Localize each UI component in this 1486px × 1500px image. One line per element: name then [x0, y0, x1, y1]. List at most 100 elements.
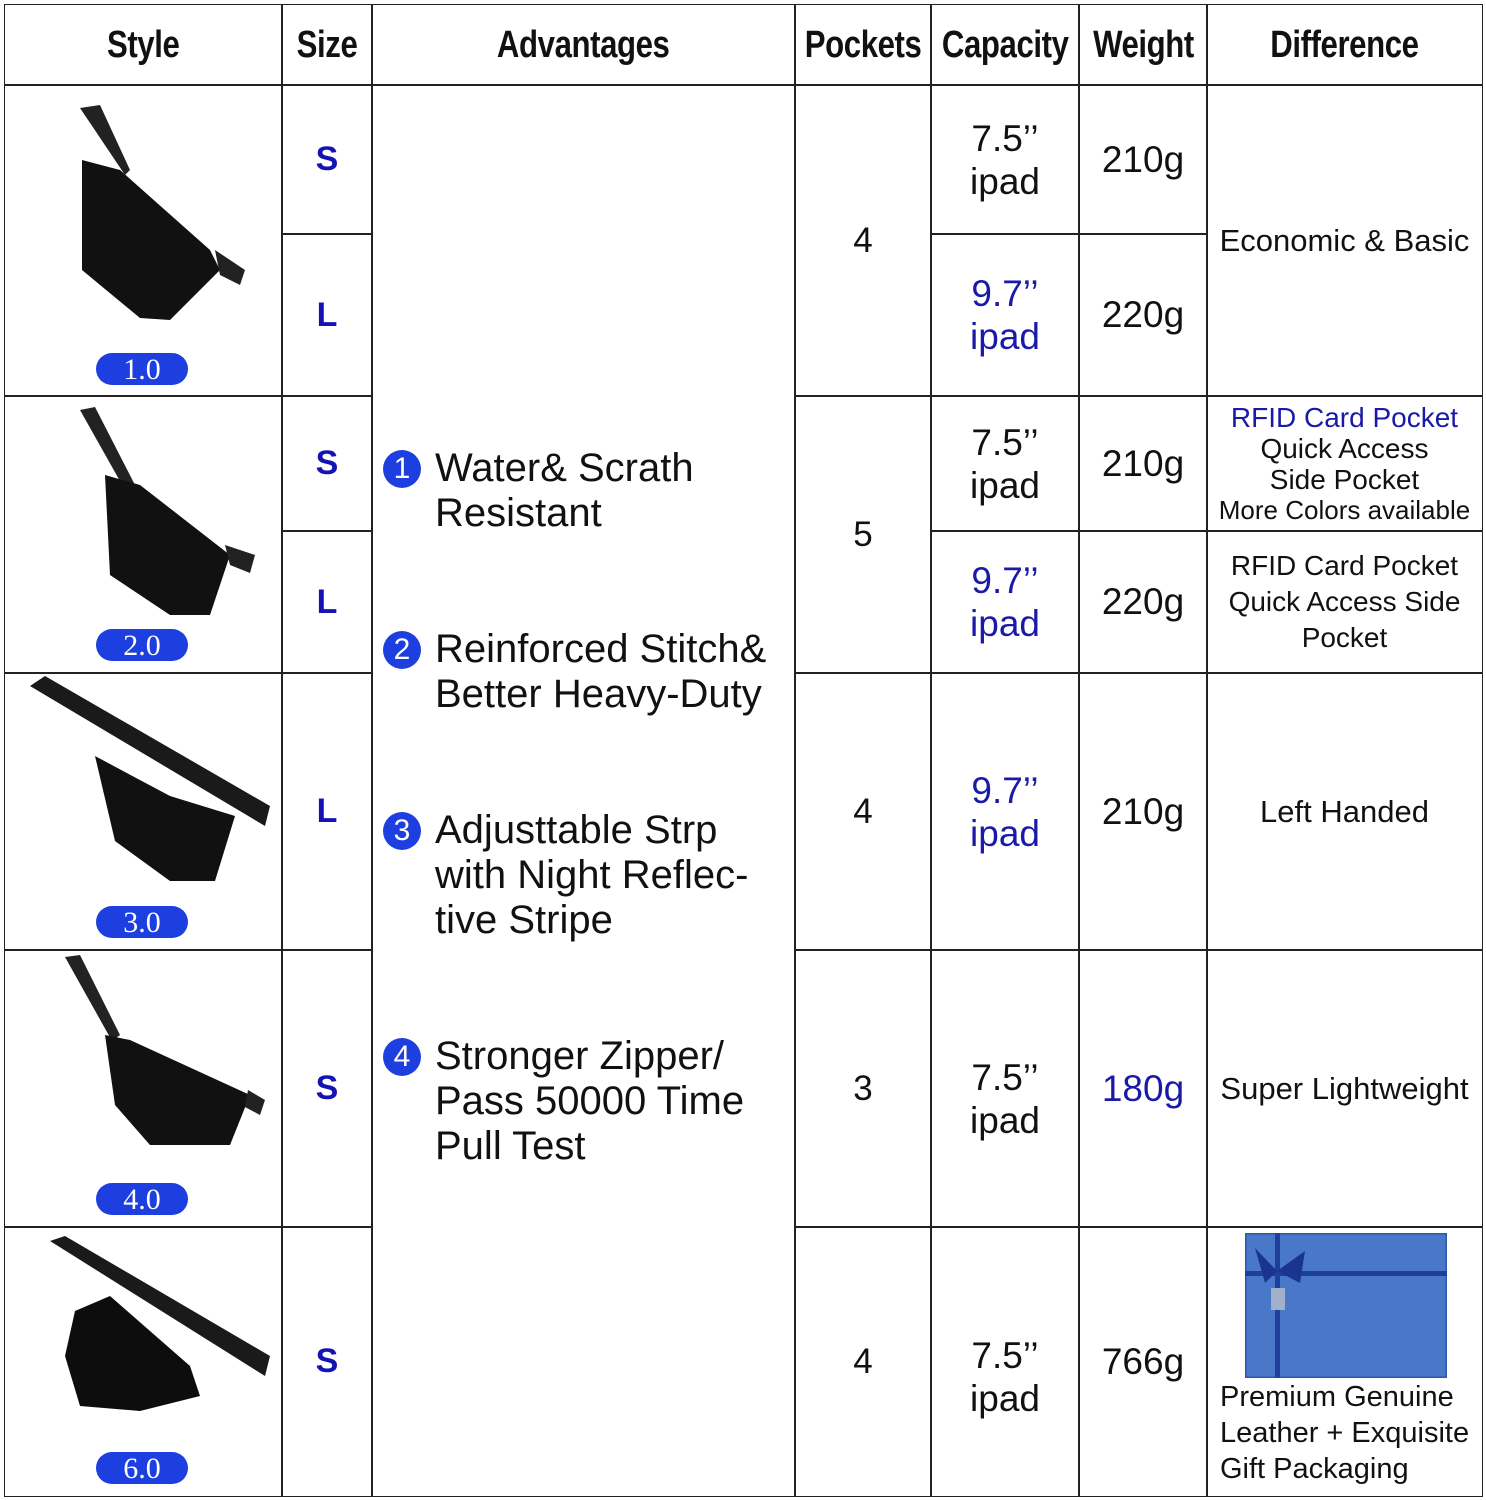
difference-cell: Premium Genuine Leather + Exquisite Gift P…	[1206, 1226, 1483, 1497]
difference-cell: Economic & Basic	[1206, 84, 1483, 397]
advantage-item: 1 Water& Scrath Resistant	[383, 446, 793, 536]
advantage-text: tive Stripe	[435, 898, 613, 942]
difference-line: Gift Packaging	[1220, 1453, 1409, 1485]
capacity-cell: 9.7’’ ipad	[930, 530, 1080, 674]
difference-line: RFID Card Pocket	[1230, 550, 1459, 581]
advantages-cell	[371, 84, 796, 1497]
advantage-item: 3 Adjusttable Strp with Night Reflec-tive …	[383, 808, 793, 943]
capacity-cell: 9.7’’ ipad	[930, 233, 1080, 397]
advantage-text: Water& Scrath	[435, 446, 694, 490]
capacity-device: ipad	[970, 603, 1040, 644]
number-badge-icon: 3	[383, 812, 421, 850]
header-weight: Weight	[1078, 4, 1208, 86]
weight-cell: 220g	[1078, 233, 1208, 397]
number-badge-icon: 2	[383, 631, 421, 669]
style-cell-4	[4, 949, 283, 1228]
advantage-text: Reinforced Stitch&	[435, 627, 767, 671]
header-label: Pockets	[804, 23, 922, 66]
advantage-text: Adjusttable Strp	[435, 808, 718, 852]
difference-line: Quick Access Side	[1228, 586, 1461, 617]
difference-line: Pocket	[1301, 622, 1388, 653]
header-label: Weight	[1092, 23, 1194, 66]
advantage-text: Pass 50000 Time	[435, 1079, 745, 1123]
capacity-device: ipad	[970, 812, 1040, 854]
size-cell: S	[281, 395, 373, 532]
bag-image-1	[80, 105, 245, 320]
capacity-device: ipad	[970, 1377, 1040, 1419]
capacity-cell: 7.5’’ ipad	[930, 84, 1080, 235]
header-label: Advantages	[497, 23, 670, 66]
difference-cell: Super Lightweight	[1206, 949, 1483, 1228]
weight-cell: 210g	[1078, 395, 1208, 532]
bag-image-5	[50, 1236, 270, 1411]
size-cell: L	[281, 672, 373, 951]
size-cell: S	[281, 1226, 373, 1497]
header-label: Difference	[1270, 23, 1419, 66]
pockets-cell: 5	[794, 395, 932, 674]
capacity-device: ipad	[970, 1099, 1040, 1141]
pockets-cell: 4	[794, 672, 932, 951]
capacity-size: 7.5’’	[971, 1334, 1039, 1376]
advantage-text: Pull Test	[435, 1124, 586, 1168]
number-badge-icon: 1	[383, 450, 421, 488]
capacity-device: ipad	[970, 464, 1040, 506]
version-badge: 2.0	[96, 629, 188, 662]
capacity-size: 7.5’’	[971, 1056, 1039, 1098]
size-cell: S	[281, 949, 373, 1228]
capacity-device: ipad	[970, 160, 1040, 202]
version-badge: 1.0	[96, 353, 188, 386]
pockets-cell: 3	[794, 949, 932, 1228]
difference-line: Leather + Exquisite	[1220, 1417, 1470, 1449]
capacity-cell: 7.5’’ ipad	[930, 1226, 1080, 1497]
advantage-text: Better Heavy-Duty	[435, 672, 762, 716]
gift-box-image	[1245, 1233, 1447, 1378]
weight-cell: 766g	[1078, 1226, 1208, 1497]
size-cell: L	[281, 530, 373, 674]
size-cell: S	[281, 84, 373, 235]
difference-line: Premium Genuine	[1220, 1381, 1454, 1413]
capacity-cell: 7.5’’ ipad	[930, 395, 1080, 532]
number-badge-icon: 4	[383, 1038, 421, 1076]
bag-image-4	[65, 955, 265, 1145]
pockets-cell: 4	[794, 84, 932, 397]
difference-line: More Colors available	[1218, 494, 1471, 525]
capacity-size: 9.7’’	[971, 273, 1039, 314]
capacity-size: 7.5’’	[971, 117, 1039, 159]
capacity-size: 9.7’’	[971, 560, 1039, 601]
capacity-size: 9.7’’	[971, 769, 1039, 811]
header-style: Style	[4, 4, 283, 86]
difference-cell: RFID Card Pocket Quick Access Side Pocket M…	[1206, 395, 1483, 532]
weight-cell: 210g	[1078, 84, 1208, 235]
advantage-item: 4 Stronger Zipper/Pass 50000 Time Pull Tes…	[383, 1034, 793, 1169]
header-label: Size	[296, 23, 358, 66]
header-difference: Difference	[1206, 4, 1483, 86]
advantage-text: Stronger Zipper/	[435, 1034, 725, 1078]
advantage-text: with Night Reflec-	[435, 853, 749, 897]
header-capacity: Capacity	[930, 4, 1080, 86]
version-badge: 6.0	[96, 1452, 188, 1485]
capacity-cell: 9.7’’ ipad	[930, 672, 1080, 951]
advantage-text: Resistant	[435, 491, 602, 535]
style-cell-3	[4, 672, 283, 951]
difference-line: RFID Card Pocket	[1230, 401, 1459, 433]
capacity-device: ipad	[970, 316, 1040, 357]
header-advantages: Advantages	[371, 4, 796, 86]
header-label: Style	[107, 23, 180, 66]
pockets-cell: 4	[794, 1226, 932, 1497]
version-badge: 4.0	[96, 1183, 188, 1216]
difference-cell: Left Handed	[1206, 672, 1483, 951]
weight-cell: 220g	[1078, 530, 1208, 674]
weight-cell: 180g	[1078, 949, 1208, 1228]
header-pockets: Pockets	[794, 4, 932, 86]
weight-cell: 210g	[1078, 672, 1208, 951]
bag-image-2	[80, 407, 255, 615]
header-label: Capacity	[941, 23, 1069, 66]
difference-line: Quick Access	[1260, 432, 1429, 464]
capacity-size: 7.5’’	[971, 421, 1039, 463]
style-cell-5	[4, 1226, 283, 1497]
bag-image-3	[30, 676, 270, 881]
style-cell-1	[4, 84, 283, 397]
difference-cell: RFID Card Pocket Quick Access Side Pocket	[1206, 530, 1483, 674]
version-badge: 3.0	[96, 906, 188, 939]
